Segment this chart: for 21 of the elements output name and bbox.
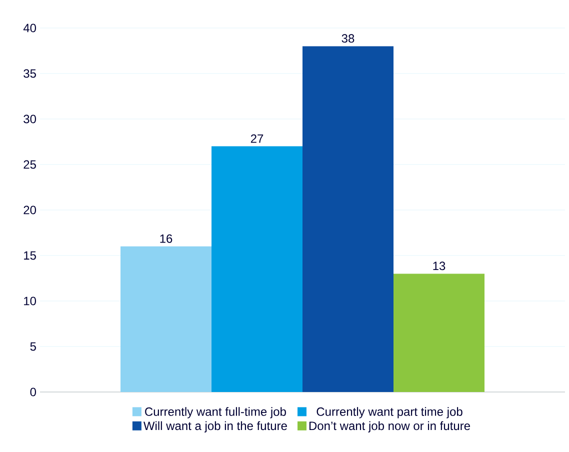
y-tick-label: 35 xyxy=(24,69,36,78)
data-label: 38 xyxy=(342,34,354,43)
y-tick-label: 15 xyxy=(24,251,36,260)
y-tick-label: 20 xyxy=(24,206,36,214)
bar xyxy=(212,146,303,392)
legend-label: Don’t want job now or in future xyxy=(309,421,470,432)
bar xyxy=(302,46,394,392)
legend-label: Will want a job in the future xyxy=(143,421,287,432)
legend-label: Currently want full-time job xyxy=(145,407,286,418)
y-tick-label: 10 xyxy=(24,296,36,306)
bar xyxy=(120,246,212,392)
legend-label: Currently want part time job xyxy=(316,407,462,418)
y-tick-label: 5 xyxy=(30,342,36,351)
data-label: 27 xyxy=(250,134,264,143)
y-tick-label: 30 xyxy=(24,114,36,124)
y-tick-label: 40 xyxy=(23,24,36,32)
y-tick-label: 25 xyxy=(24,160,36,169)
data-label: 16 xyxy=(160,234,172,243)
data-label: 13 xyxy=(433,262,446,270)
y-tick-label: 0 xyxy=(30,388,36,396)
bar xyxy=(394,274,485,392)
